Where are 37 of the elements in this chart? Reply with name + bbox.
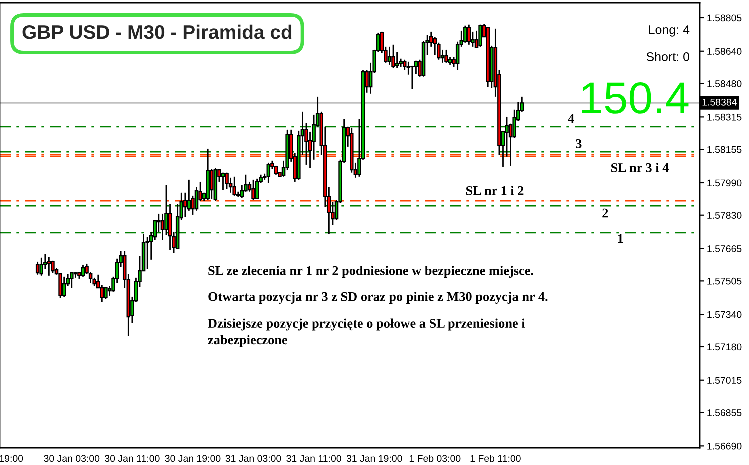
annotation: 4 bbox=[568, 114, 574, 124]
annotation: 1 bbox=[618, 234, 624, 244]
x-tick-label: 19:00 bbox=[0, 455, 24, 462]
ref-line-label: SL nr 3 i 4 bbox=[611, 163, 669, 172]
ref-line-label: 1.58384 bbox=[702, 98, 737, 106]
x-tick-label: 1 Feb 11:00 bbox=[470, 454, 521, 462]
annotation: 2 bbox=[602, 208, 608, 218]
y-tick-label: 1.56855 bbox=[708, 410, 742, 416]
annotation: SL ze zlecenia nr 1 nr 2 podniesione w bezpieczne miejsce. bbox=[208, 266, 534, 278]
y-tick-label: 1.58155 bbox=[708, 146, 742, 154]
annotation: 150.4 bbox=[582, 82, 689, 114]
annotation: Otwarta pozycja nr 3 z SD oraz po pinie z M30 pozycja nr 4. bbox=[208, 292, 548, 304]
y-tick-label: 1.57180 bbox=[708, 344, 742, 351]
annotation: Short: 0 bbox=[646, 52, 690, 62]
y-tick-label: 1.57505 bbox=[708, 278, 742, 285]
y-tick-label: 1.57340 bbox=[708, 311, 742, 318]
x-tick-label: 30 Jan 19:00 bbox=[165, 455, 221, 462]
y-tick-label: 1.58640 bbox=[708, 48, 742, 56]
y-tick-label: 1.56690 bbox=[708, 442, 742, 450]
x-tick-label: 31 Jan 03:00 bbox=[226, 455, 282, 462]
y-tick-label: 1.57015 bbox=[708, 377, 742, 384]
y-tick-label: 1.57830 bbox=[708, 212, 742, 219]
x-tick-label: 31 Jan 11:00 bbox=[286, 455, 342, 462]
x-tick-label: 1 Feb 03:00 bbox=[410, 454, 461, 462]
y-tick-label: 1.58805 bbox=[708, 14, 742, 22]
y-tick-label: 1.57665 bbox=[708, 246, 742, 252]
annotation: Dzisiejsze pozycje przycięte o połowe a SL przeniesione i zabezpieczone bbox=[208, 318, 526, 348]
x-tick-label: 31 Jan 19:00 bbox=[346, 455, 402, 462]
y-tick-label: 1.58480 bbox=[708, 80, 742, 88]
text: GBP USD - M30 - Piramida cd bbox=[22, 24, 292, 40]
y-tick-label: 1.57990 bbox=[708, 180, 742, 187]
x-tick-label: 30 Jan 03:00 bbox=[44, 455, 100, 462]
annotation: Long: 4 bbox=[649, 26, 690, 37]
y-tick-label: 1.58315 bbox=[708, 114, 742, 121]
x-tick-label: 30 Jan 11:00 bbox=[105, 455, 160, 462]
annotation: 3 bbox=[576, 140, 582, 148]
ref-line-label: SL nr 1 i 2 bbox=[466, 186, 524, 196]
